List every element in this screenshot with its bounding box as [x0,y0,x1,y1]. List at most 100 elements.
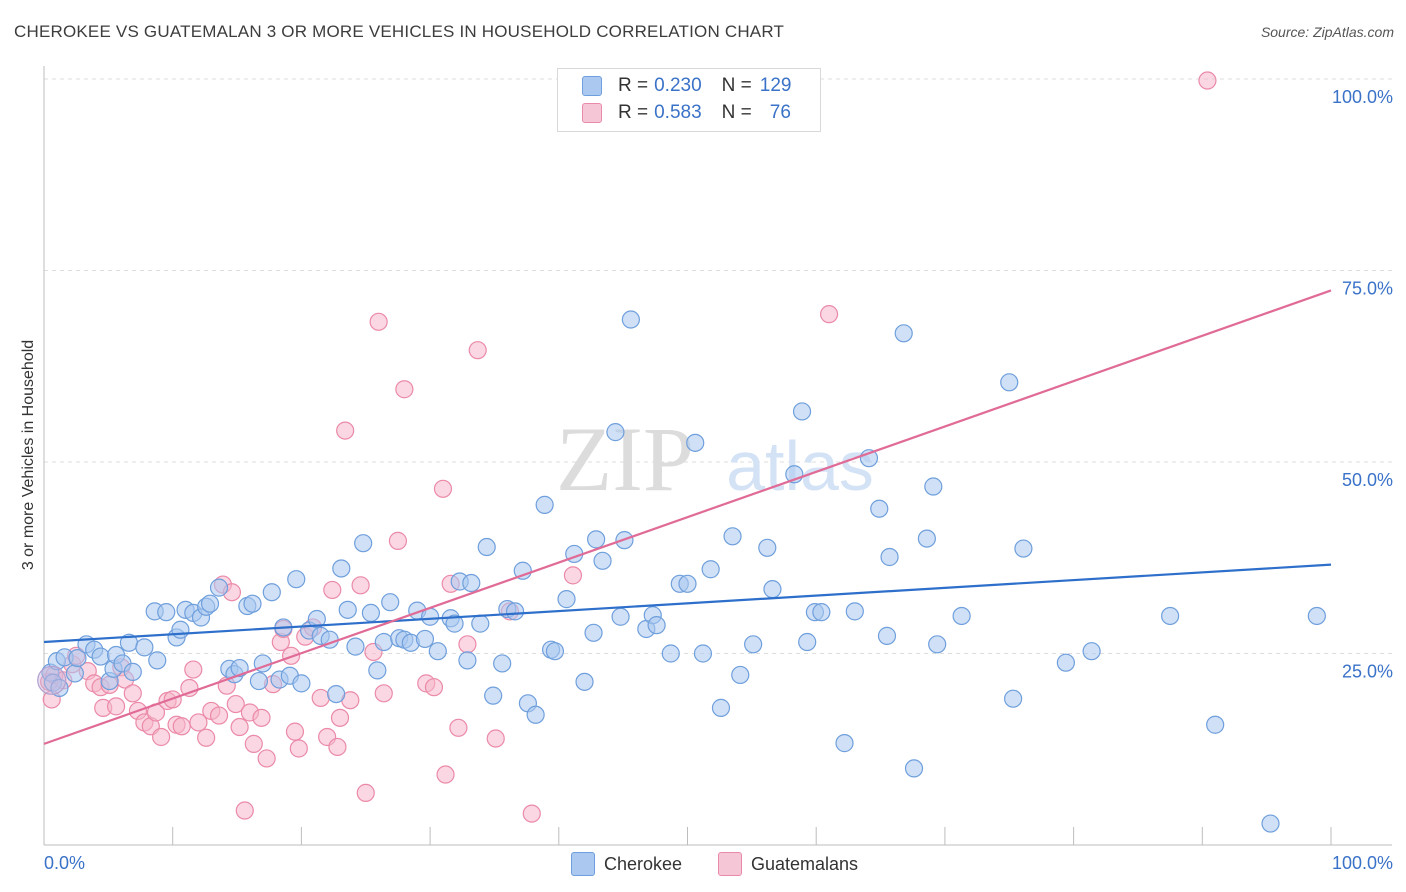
guatemalan-point [395,380,414,399]
guatemalan-point [230,717,249,737]
guatemalan-point [209,706,229,725]
guatemalan-point [356,783,375,803]
cherokee-point [157,603,176,622]
guatemalan-point [244,734,263,753]
guatemalan-point [328,737,347,757]
cherokee-point [148,651,167,670]
cherokee-point [249,671,269,691]
cherokee-point [354,534,373,553]
tick-labels: 25.0% 50.0% 75.0% 100.0% 0.0% 100.0% [44,87,1393,873]
cherokee-point [621,310,640,329]
guatemalan-point [189,713,208,732]
guatemalan-point [369,312,388,331]
cherokee-point [744,635,763,654]
guatemalan-point [819,305,839,324]
y-tick-label: 75.0% [1342,279,1393,299]
cherokee-point [346,637,365,656]
axes [43,66,1392,846]
guatemalan-point [522,804,541,823]
cherokee-point [477,537,496,557]
cherokee-point [647,616,666,635]
cherokee-point [904,759,924,778]
guatemalan-point [436,765,455,784]
cherokee-point [1261,814,1280,833]
cherokee-point [611,607,630,626]
cherokee-point [952,606,971,626]
guatemalan-point [486,729,505,748]
cherokee-point [711,698,731,717]
guatemalan-point [285,722,305,741]
cherokee-point [917,529,936,548]
cherokee-point [812,603,831,622]
cherokee-point [701,560,720,579]
legend-r-value: 0.230 [654,75,702,96]
cherokee-point [123,662,142,681]
x-tick-label-max: 100.0% [1332,853,1393,873]
watermark-zip: ZIP [556,408,694,510]
guatemalan-point [424,678,444,697]
x-tick-label-min: 0.0% [44,853,85,873]
cherokee-point [135,638,154,657]
guatemalan-point [351,576,370,595]
cherokee-point [65,664,84,683]
cherokee-point [845,602,864,621]
guatemalan-point [449,718,468,737]
cherokee-point [1161,606,1180,626]
guatemalan-point [152,727,171,747]
cherokee-point [731,665,750,685]
cherokee-point [758,538,777,557]
legend-r-label: R = [618,102,649,123]
bottom-legend-label-guatemalans: Guatemalans [751,853,859,874]
guatemalan-point [184,660,203,679]
y-tick-label: 50.0% [1342,470,1393,490]
cherokee-point [68,648,87,668]
guatemalan-point [252,708,271,727]
cherokee-point [200,594,220,613]
cherokee-point [584,623,603,642]
legend-n-value: 76 [769,102,791,123]
cherokee-point [445,614,464,633]
guatemalan-point [1198,71,1217,90]
guatemalan-point [123,684,142,703]
cherokee-point [361,603,380,623]
watermark: ZIP atlas [556,408,874,510]
guatemalan-point [330,708,350,727]
guatemalan-point [226,694,245,714]
guatemalan-point [172,717,191,736]
cherokee-point [880,547,899,567]
bottom-legend-label-cherokee: Cherokee [604,853,683,874]
cherokee-points [37,310,1326,833]
guatemalan-point [468,341,487,360]
cherokee-point [332,559,351,578]
cherokee-point [327,684,346,704]
cherokee-point [894,324,913,343]
legend-n-label: N = [721,102,752,123]
cherokee-point [209,578,229,597]
cherokee-point [1000,373,1019,392]
cherokee-point [1014,539,1033,558]
cherokee-point [870,499,889,518]
y-tick-label: 100.0% [1332,87,1393,107]
guatemalan-point [433,479,453,498]
guatemalan-point [289,739,308,758]
cherokee-point [368,661,387,680]
y-tick-label: 25.0% [1342,662,1393,682]
cherokee-point [493,654,512,673]
cherokee-point [428,642,447,661]
cherokee-point [798,632,817,652]
guatemalan-points [40,71,1217,823]
cherokee-point [513,561,532,580]
cherokee-point [526,705,545,724]
cherokee-point [924,477,943,496]
cherokee-point [835,734,854,753]
cherokee-trend-line [43,563,1332,644]
cherokee-point [763,580,782,599]
watermark-atlas: atlas [726,427,874,505]
cherokee-point [338,600,357,619]
cherokee-point [91,647,110,666]
cherokee-point [1056,653,1075,672]
trend-lines [43,289,1332,745]
bottom-legend-swatch-guatemalans [718,852,742,876]
guatemalan-point [311,688,330,708]
